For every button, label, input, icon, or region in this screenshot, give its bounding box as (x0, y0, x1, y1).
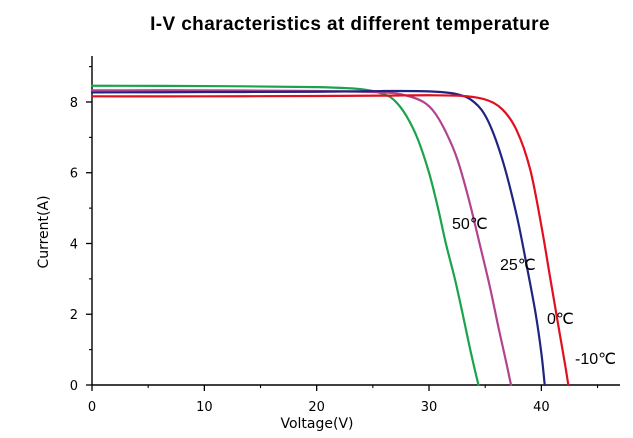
series-label-2: 0℃ (547, 311, 574, 328)
annotation-layer: 50℃ 25℃ 0℃ -10℃ (452, 216, 616, 368)
x-tick-label: 0 (88, 400, 96, 415)
series-label-1: 25℃ (500, 257, 536, 274)
series-label-0: 50℃ (452, 216, 488, 233)
x-tick-label: 40 (533, 400, 550, 415)
y-tick-label: 2 (70, 308, 78, 323)
y-axis-label: Current(A) (36, 195, 52, 268)
y-tick-label: 6 (70, 167, 78, 182)
series-line-2 (90, 89, 546, 387)
x-axis-label: Voltage(V) (280, 416, 353, 432)
x-tick-label: 30 (421, 400, 438, 415)
y-tick-label: 0 (70, 379, 78, 394)
y-tick-label: 8 (70, 96, 78, 111)
chart-title: I-V characteristics at different tempera… (150, 14, 550, 35)
series-line-3 (90, 94, 570, 387)
series-line-1 (90, 89, 513, 387)
x-tick-label: 20 (308, 400, 325, 415)
ticks-layer: 0 10 20 30 40 0 2 4 6 8 (70, 66, 599, 415)
series-line-0 (90, 84, 480, 387)
x-tick-label: 10 (196, 400, 213, 415)
y-tick-label: 4 (70, 237, 78, 252)
series-layer (90, 84, 570, 387)
series-label-3: -10℃ (575, 351, 616, 368)
